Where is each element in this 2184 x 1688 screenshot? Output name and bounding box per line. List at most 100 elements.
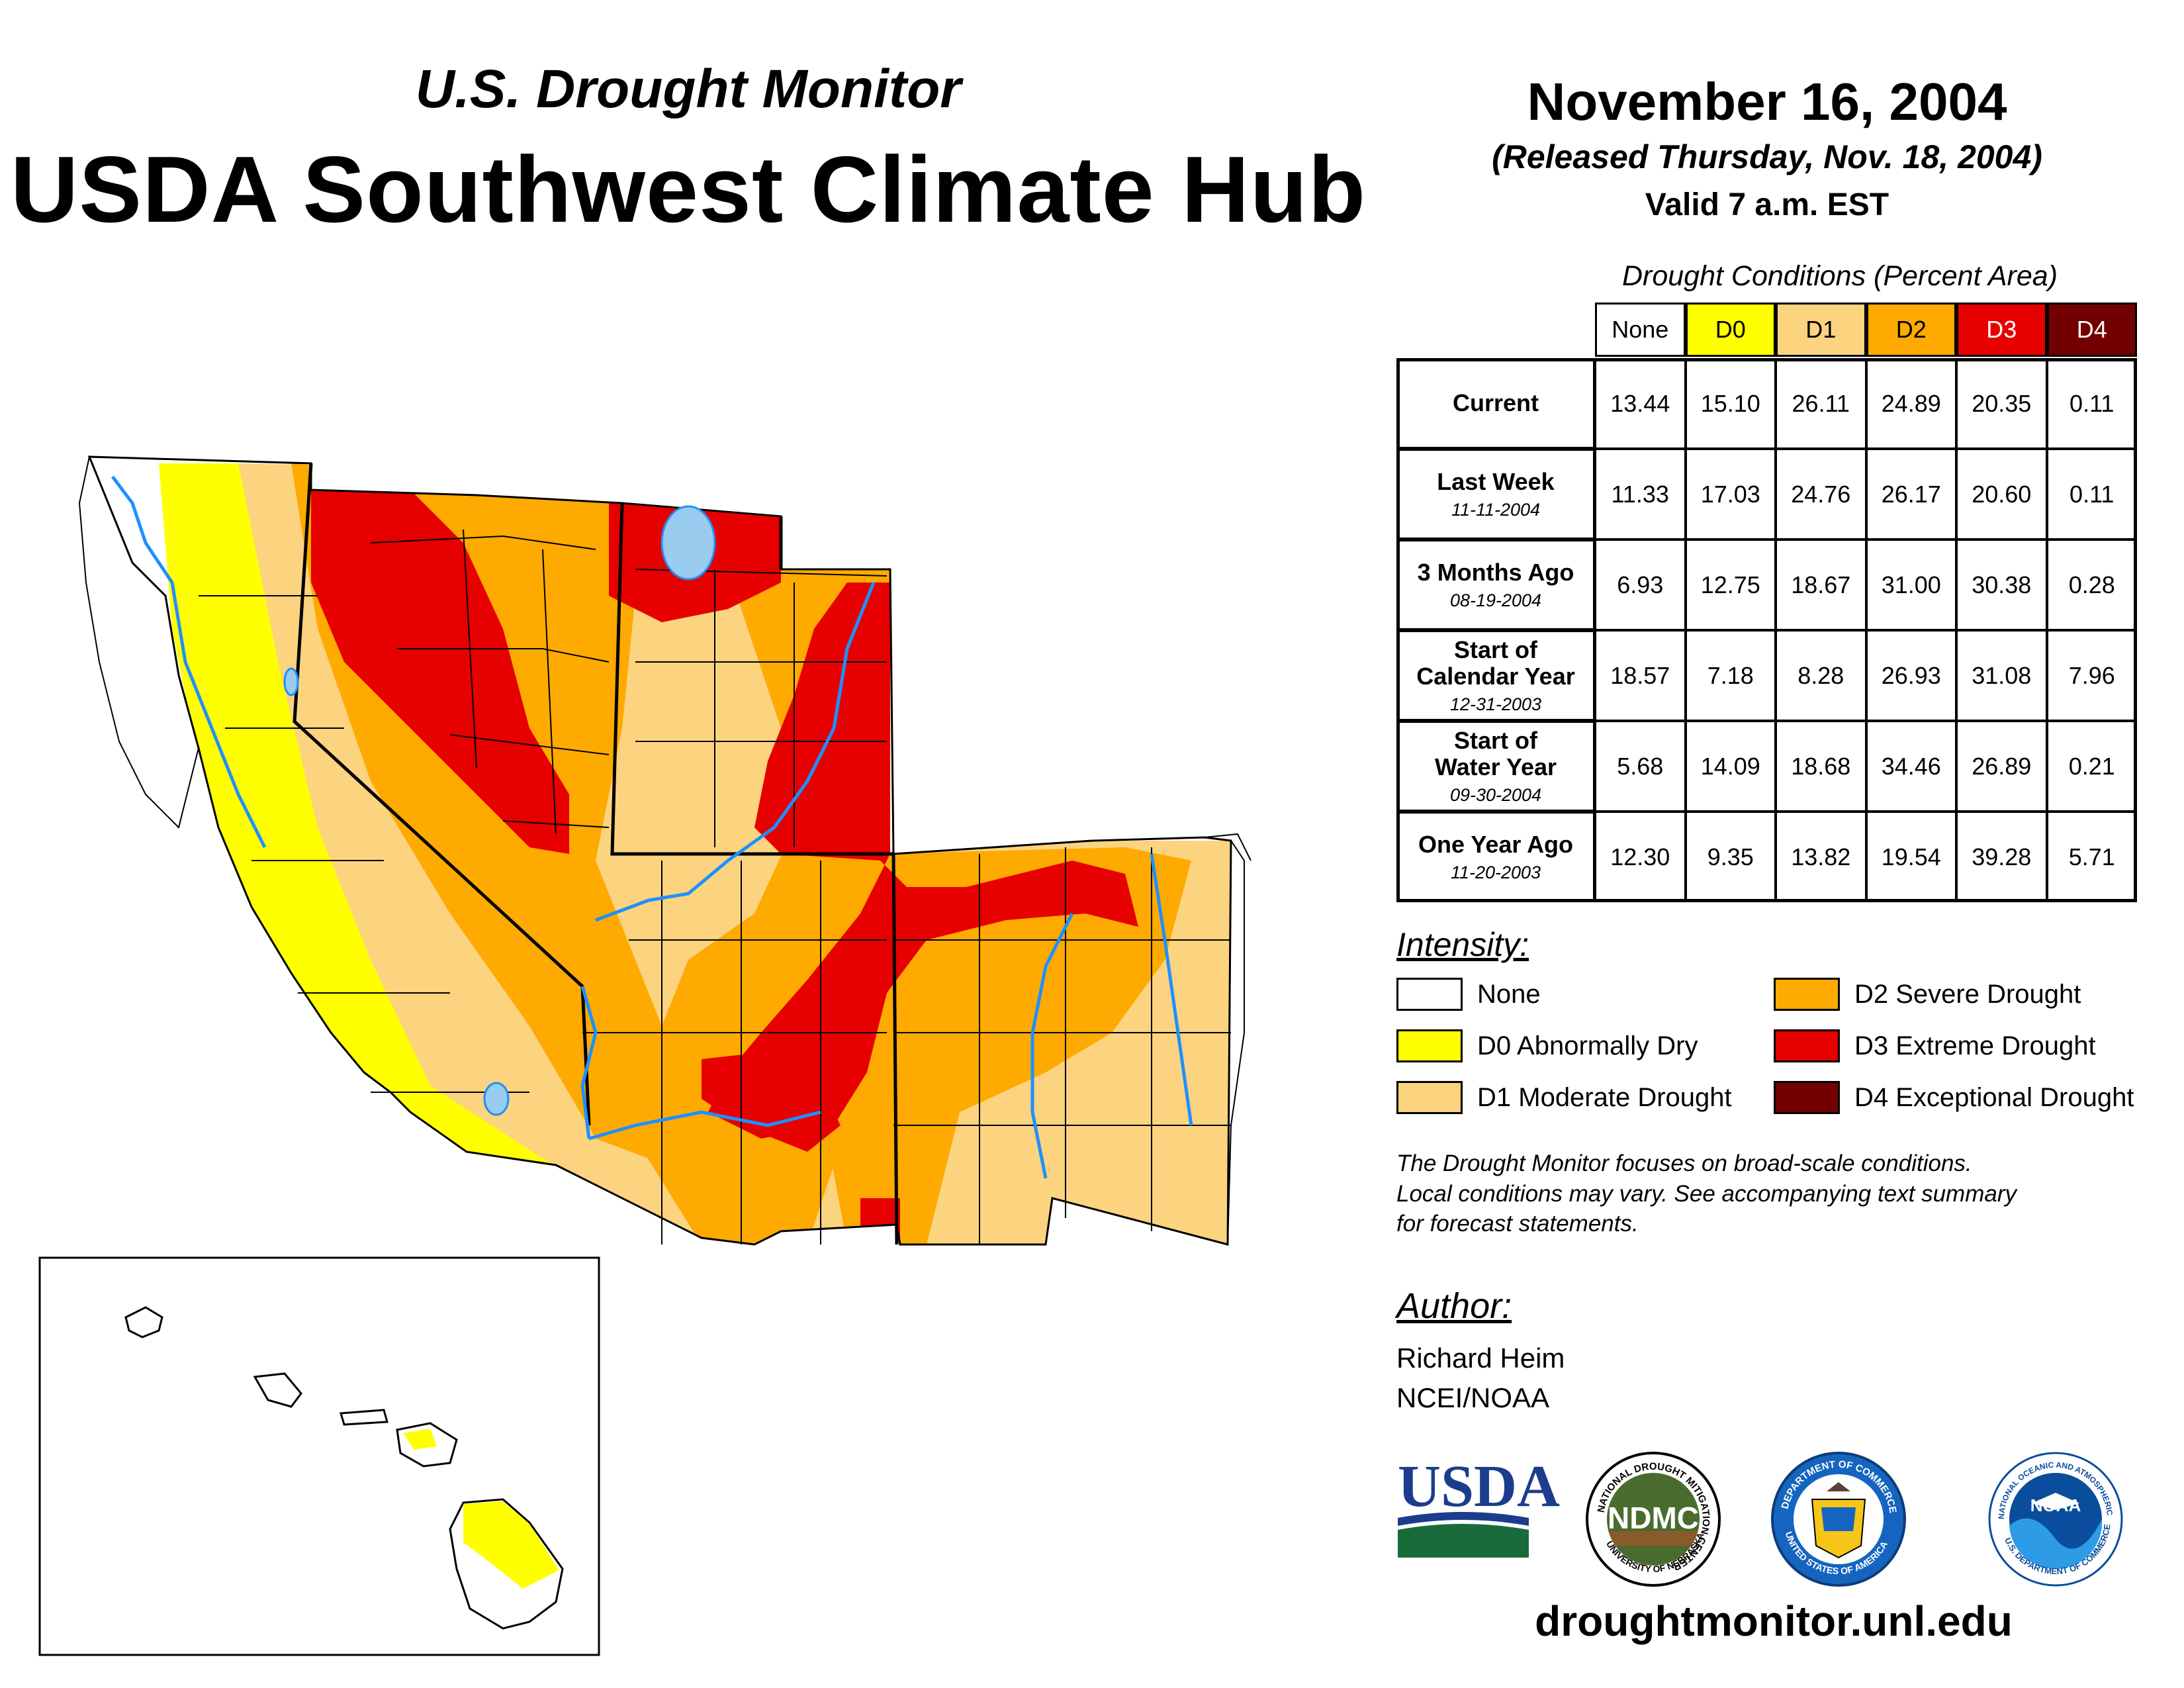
row-label: Last Week 11-11-2004 <box>1396 449 1595 539</box>
column-header-d0: D0 <box>1685 303 1776 357</box>
noaa-logo-text: NOAA <box>2030 1495 2081 1515</box>
row-label-text: Start of <box>1454 727 1537 755</box>
row-label-text: Current <box>1452 389 1539 417</box>
author-name: Richard Heim <box>1396 1342 1565 1374</box>
table-cell-d3: 20.35 <box>1956 358 2047 449</box>
legend-label: D2 Severe Drought <box>1854 979 2081 1009</box>
southwest-region <box>87 455 1232 1246</box>
super-title: U.S. Drought Monitor <box>415 59 962 119</box>
table-cell-d0: 7.18 <box>1685 630 1776 721</box>
valid-time: Valid 7 a.m. EST <box>1645 187 1889 222</box>
hawaii-inset <box>38 1256 600 1656</box>
legend-swatch <box>1396 1081 1463 1114</box>
legend-item: D4 Exceptional Drought <box>1774 1078 2134 1117</box>
legend-label: D1 Moderate Drought <box>1477 1082 1732 1112</box>
table-cell-d3: 31.08 <box>1956 630 2047 721</box>
row-label-text: Start of <box>1454 636 1537 664</box>
row-label-text: Water Year <box>1434 753 1557 781</box>
table-cell-d0: 14.09 <box>1685 721 1776 812</box>
table-cell-d2: 24.89 <box>1866 358 1956 449</box>
legend-item: None <box>1396 974 1541 1014</box>
row-label-text: One Year Ago <box>1418 831 1574 859</box>
ndmc-logo-text: NDMC <box>1608 1501 1699 1535</box>
table-cell-d4: 0.21 <box>2046 721 2137 812</box>
row-date: 11-20-2003 <box>1450 862 1541 882</box>
legend-label: D3 Extreme Drought <box>1854 1031 2096 1060</box>
drought-map <box>38 455 1251 1656</box>
table-cell-d3: 20.60 <box>1956 449 2047 539</box>
ndmc-logo: NDMC NATIONAL DROUGHT MITIGATION CENTER … <box>1586 1452 1721 1587</box>
table-cell-none: 12.30 <box>1595 812 1686 902</box>
table-cell-d2: 26.93 <box>1866 630 1956 721</box>
logo-row: USDA NDMC NATIONAL DROUGHT MITIGATION CE… <box>1390 1446 2123 1587</box>
maui-d0 <box>404 1429 437 1450</box>
note-line: The Drought Monitor focuses on broad-sca… <box>1396 1150 1972 1176</box>
table-cell-d4: 0.11 <box>2046 358 2137 449</box>
author-org: NCEI/NOAA <box>1396 1382 1550 1413</box>
table-cell-d2: 19.54 <box>1866 812 1956 902</box>
table-cell-none: 18.57 <box>1595 630 1686 721</box>
legend-label: None <box>1477 979 1541 1009</box>
row-label: 3 Months Ago 08-19-2004 <box>1396 539 1595 630</box>
table-cell-d1: 18.67 <box>1776 539 1866 630</box>
salton-sea <box>483 1082 510 1116</box>
d3-nevada-zone <box>311 470 569 854</box>
table-cell-d0: 9.35 <box>1685 812 1776 902</box>
legend-item: D2 Severe Drought <box>1774 974 2081 1014</box>
note-line: Local conditions may vary. See accompany… <box>1396 1180 2017 1207</box>
table-cell-d1: 26.11 <box>1776 358 1866 449</box>
table-cell-d2: 34.46 <box>1866 721 1956 812</box>
table-cell-d1: 8.28 <box>1776 630 1866 721</box>
row-date: 08-19-2004 <box>1449 590 1542 610</box>
table-cell-d4: 5.71 <box>2046 812 2137 902</box>
column-header-none: None <box>1595 303 1686 357</box>
table-cell-d3: 39.28 <box>1956 812 2047 902</box>
table-cell-d2: 26.17 <box>1866 449 1956 539</box>
doc-seal-logo: DEPARTMENT OF COMMERCE UNITED STATES OF … <box>1771 1452 1906 1587</box>
table-cell-d1: 13.82 <box>1776 812 1866 902</box>
table-cell-d4: 7.96 <box>2046 630 2137 721</box>
oahu <box>253 1372 302 1408</box>
row-date: 09-30-2004 <box>1449 784 1542 805</box>
table-cell-none: 5.68 <box>1595 721 1686 812</box>
legend-swatch <box>1774 978 1840 1011</box>
table-cell-d0: 15.10 <box>1685 358 1776 449</box>
legend-swatch <box>1396 1029 1463 1062</box>
column-header-d4: D4 <box>2046 303 2137 357</box>
kauai <box>124 1306 163 1338</box>
row-label-text: Calendar Year <box>1416 663 1575 690</box>
rivers <box>111 475 1193 1179</box>
row-label: Current <box>1396 358 1595 449</box>
table-cell-d3: 30.38 <box>1956 539 2047 630</box>
great-salt-lake <box>660 505 716 581</box>
legend-item: D0 Abnormally Dry <box>1396 1026 1698 1066</box>
lake-tahoe <box>283 667 299 696</box>
row-label: Start of Water Year 09-30-2004 <box>1396 721 1595 812</box>
county-lines <box>199 529 1231 1244</box>
row-label-text: Last Week <box>1437 468 1555 496</box>
d3-colorado-zone <box>708 583 1138 1139</box>
main-title: USDA Southwest Climate Hub <box>10 137 1367 242</box>
table-cell-d4: 0.28 <box>2046 539 2137 630</box>
disclaimer-note: The Drought Monitor focuses on broad-sca… <box>1396 1149 2158 1239</box>
row-date: 11-11-2004 <box>1451 499 1541 520</box>
legend-item: D1 Moderate Drought <box>1396 1078 1732 1117</box>
column-header-d2: D2 <box>1866 303 1956 357</box>
table-cell-none: 11.33 <box>1595 449 1686 539</box>
website-url: droughtmonitor.unl.edu <box>1535 1597 2013 1645</box>
table-cell-d3: 26.89 <box>1956 721 2047 812</box>
legend-swatch <box>1774 1029 1840 1062</box>
note-line: for forecast statements. <box>1396 1211 1639 1237</box>
table-cell-d0: 17.03 <box>1685 449 1776 539</box>
release-date: (Released Thursday, Nov. 18, 2004) <box>1492 138 2042 175</box>
legend-swatch <box>1396 978 1463 1011</box>
table-cell-d2: 31.00 <box>1866 539 1956 630</box>
usda-logo-text: USDA <box>1398 1454 1560 1519</box>
legend-item: D3 Extreme Drought <box>1774 1026 2096 1066</box>
state-boundaries <box>293 463 899 1245</box>
usda-logo: USDA <box>1398 1454 1560 1558</box>
legend-title: Intensity: <box>1396 926 1529 963</box>
author-title: Author: <box>1396 1286 1512 1326</box>
big-island-d0 <box>463 1501 559 1589</box>
column-header-d1: D1 <box>1776 303 1866 357</box>
